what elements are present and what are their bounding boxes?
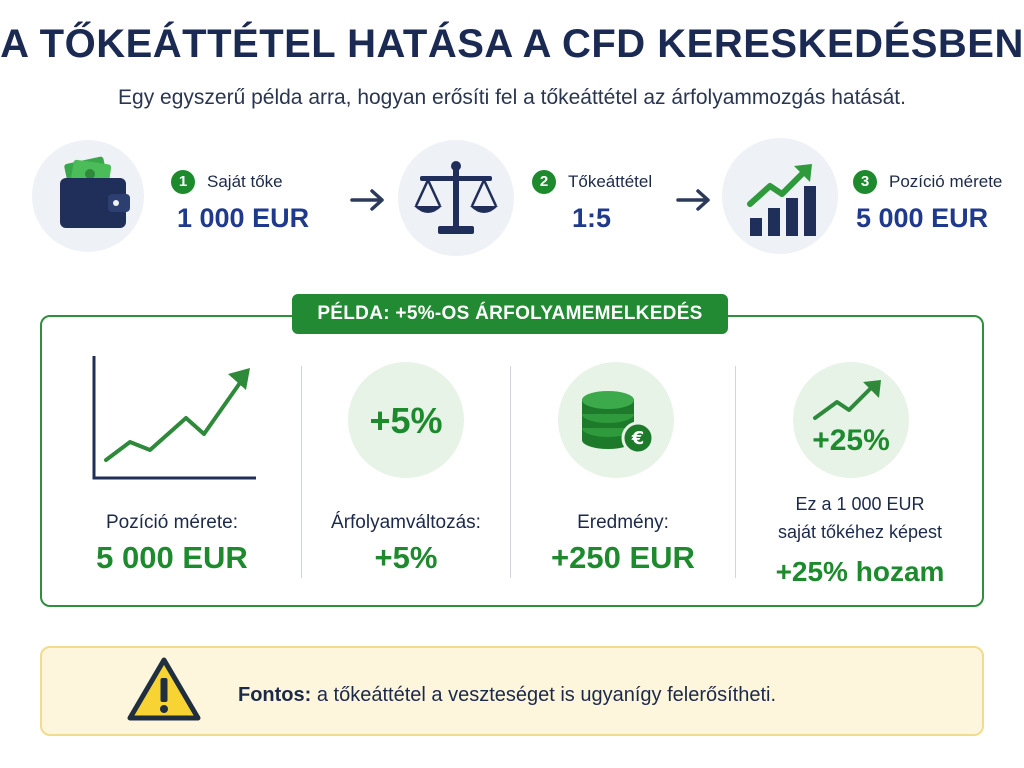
- percent-change-badge: +5%: [369, 400, 443, 441]
- column-label-result: Eredmény:: [577, 512, 669, 533]
- step-number-2: 2: [532, 170, 556, 194]
- step-number-3: 3: [853, 170, 877, 194]
- svg-text:€: €: [631, 428, 645, 449]
- column-label-return-line1: Ez a 1 000 EUR: [795, 494, 925, 514]
- growth-chart-icon: [747, 164, 816, 236]
- wallet-icon-circle: [32, 140, 144, 252]
- column-divider: [735, 366, 736, 578]
- warning-note-body: a tőkeáttétel a veszteséget is ugyanígy …: [316, 684, 777, 706]
- column-value-change: +5%: [374, 540, 438, 575]
- arrow-right-icon: [676, 189, 710, 211]
- warning-note-strong: Fontos:: [238, 684, 312, 706]
- step-number-1: 1: [171, 170, 195, 194]
- example-banner: PÉLDA: +5%-OS ÁRFOLYAMEMELKEDÉS: [292, 294, 728, 334]
- warning-note-text: Fontos: a tőkeáttétel a veszteséget is u…: [238, 684, 776, 707]
- coins-euro-circle: €: [558, 362, 674, 478]
- coins-euro-icon: €: [582, 391, 655, 455]
- step-value-2: 1:5: [572, 203, 612, 233]
- page-title: A TŐKEÁTTÉTEL HATÁSA A CFD KERESKEDÉSBEN: [0, 22, 1024, 66]
- column-label-change: Árfolyamváltozás:: [331, 512, 481, 533]
- warning-note-box: [40, 646, 984, 736]
- growth-chart-icon-circle: [722, 138, 838, 254]
- step-value-3: 5 000 EUR: [856, 203, 989, 233]
- warning-icon: [127, 657, 201, 721]
- arrow-right-icon: [350, 189, 384, 211]
- column-label-return-line2: saját tőkéhez képest: [777, 522, 943, 542]
- column-divider: [301, 366, 302, 578]
- step-label-2: Tőkeáttétel: [568, 172, 653, 191]
- step-value-1: 1 000 EUR: [177, 203, 310, 233]
- percent-change-circle: [348, 362, 464, 478]
- wallet-icon: [60, 156, 130, 228]
- scales-icon: [414, 161, 498, 234]
- column-label-position: Pozíció mérete:: [106, 512, 238, 533]
- column-value-position: 5 000 EUR: [96, 540, 248, 575]
- column-divider: [510, 366, 511, 578]
- step-label-3: Pozíció mérete: [889, 172, 1003, 191]
- return-badge: +25%: [812, 424, 890, 457]
- return-circle: [793, 362, 909, 478]
- page-subtitle: Egy egyszerű példa arra, hogyan erősíti …: [118, 86, 906, 109]
- line-chart-icon: [92, 356, 256, 480]
- step-label-1: Saját tőke: [207, 172, 283, 191]
- column-value-return: +25% hozam: [775, 556, 945, 587]
- trend-up-icon: [813, 380, 881, 420]
- scales-icon-circle: [398, 140, 514, 256]
- column-value-result: +250 EUR: [551, 540, 695, 575]
